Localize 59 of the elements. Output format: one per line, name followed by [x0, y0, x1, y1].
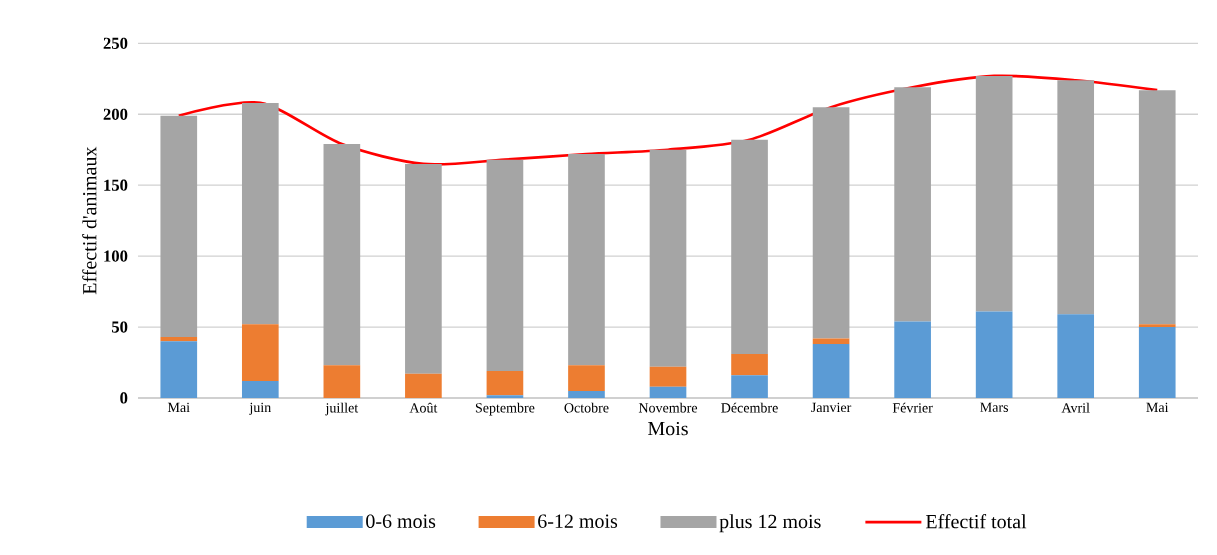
legend-label: plus 12 mois [719, 514, 821, 533]
y-tick-label: 50 [111, 321, 128, 333]
bar [241, 102, 279, 325]
bar [486, 395, 524, 398]
bar [160, 341, 198, 398]
y-tick-label: 0 [120, 392, 128, 404]
bar [894, 321, 931, 398]
x-tick-label: Mai [167, 402, 190, 413]
bar [486, 371, 524, 396]
bar [1138, 90, 1176, 325]
bar [812, 344, 850, 398]
bar [1057, 80, 1095, 315]
bar [975, 311, 1013, 398]
bar [241, 380, 279, 398]
bar [649, 366, 687, 387]
bar [812, 338, 850, 345]
x-tick-label: Septembre [475, 402, 535, 416]
y-tick-label: 100 [104, 250, 128, 262]
bar [568, 365, 605, 391]
bar [731, 354, 768, 376]
x-axis-title: Mois [648, 421, 688, 436]
x-tick-label: Novembre [638, 402, 698, 413]
y-tick-label: 200 [103, 108, 128, 120]
y-tick-label: 150 [104, 179, 128, 191]
bar [568, 390, 605, 398]
x-tick-label: Décembre [721, 402, 778, 413]
bar [812, 107, 850, 339]
bar [568, 153, 605, 366]
bar [649, 149, 687, 367]
bar [894, 87, 931, 322]
x-tick-label: Avril [1061, 402, 1090, 413]
x-tick-label: Octobre [564, 402, 609, 413]
x-tick-label: Août [409, 402, 438, 413]
bar [241, 324, 279, 381]
bar [405, 163, 442, 374]
bar [731, 375, 768, 398]
legend-label: Effectif total [925, 514, 1027, 529]
bar [1138, 324, 1176, 328]
x-tick-label: juin [249, 402, 271, 415]
legend-label: 6-12 mois [538, 514, 618, 528]
bar [731, 139, 768, 355]
y-tick-label: 250 [103, 37, 128, 49]
bar [160, 115, 198, 337]
bar [323, 365, 361, 398]
y-axis-title: Effectif d'animaux [82, 146, 97, 295]
bar [1057, 314, 1095, 398]
bar [323, 144, 361, 366]
bar [975, 75, 1013, 312]
x-tick-label: Mai [1146, 402, 1169, 413]
bar [649, 386, 687, 398]
bar [405, 373, 442, 398]
x-tick-label: juillet [325, 402, 359, 416]
x-tick-label: Février [892, 402, 933, 413]
bar [486, 159, 524, 372]
bar [160, 336, 198, 342]
x-tick-label: Janvier [811, 402, 852, 413]
bar [1138, 327, 1176, 398]
legend-label: 0-6 mois [366, 514, 436, 528]
x-tick-label: Mars [980, 402, 1009, 413]
